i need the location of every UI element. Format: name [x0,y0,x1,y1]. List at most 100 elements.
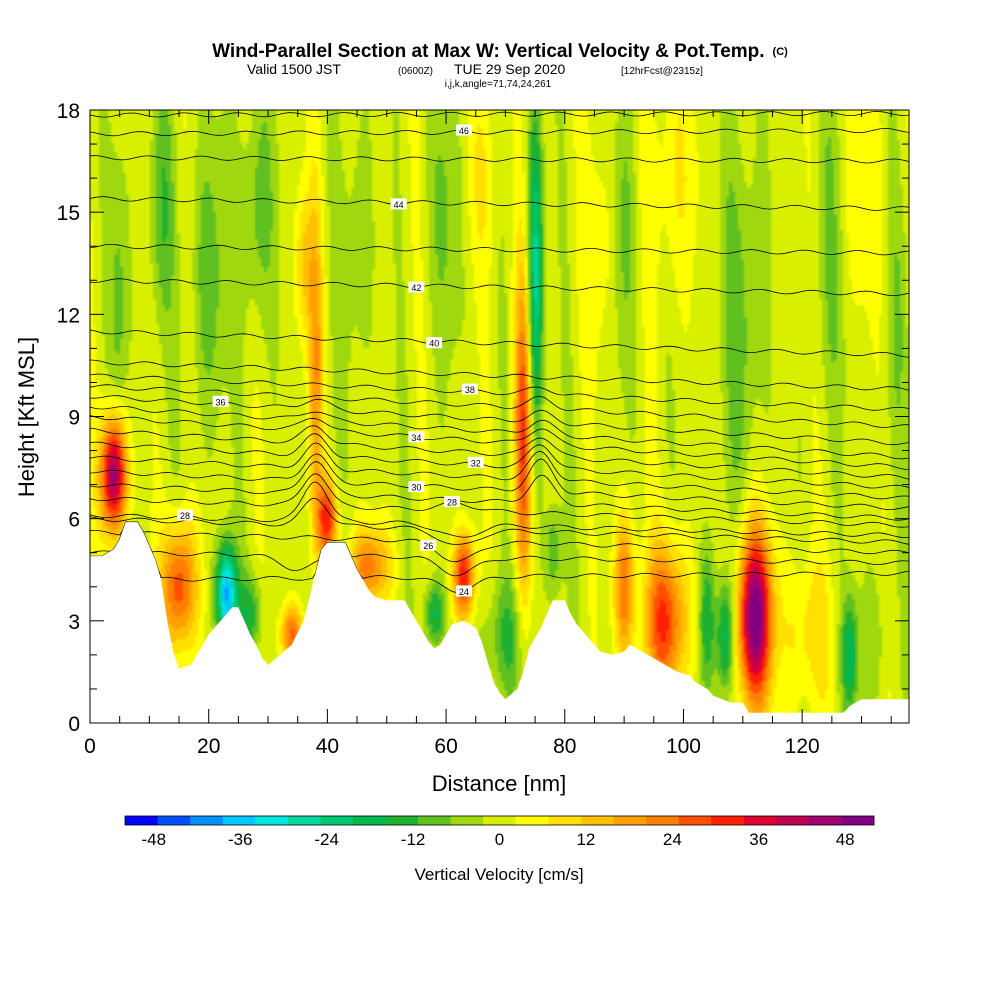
theta-contour-label-bg [408,481,425,493]
theta-contour-label-group: 44 [390,198,407,210]
theta-contour [90,415,909,470]
theta-contour-label: 42 [411,283,421,293]
theta-contour-label-bg [212,395,229,407]
theta-contour-label-group: 24 [455,585,472,597]
theta-contour [90,243,909,256]
colorbar-swatch [841,816,875,825]
x-tick-label: 40 [316,735,339,758]
chart-title: Wind-Parallel Section at Max W: Vertical… [212,41,764,62]
theta-contour-label-group: 40 [426,337,443,349]
theta-contour-label: 30 [411,483,421,493]
theta-contour-label-bg [455,124,472,136]
x-tick-label: 120 [785,735,820,758]
theta-contour-label: 40 [429,339,439,349]
y-tick-label: 0 [68,713,80,736]
colorbar-swatch [613,816,647,825]
theta-contour [90,497,909,545]
theta-contour [90,521,909,563]
theta-contour-label: 46 [459,126,469,136]
chart-subtitle-main: Valid 1500 JST [247,61,341,77]
theta-contour [90,155,909,164]
chart-subtitle-utc: (0600Z) [398,66,433,77]
theta-contour [90,453,909,510]
theta-contour [90,373,909,411]
chart-subtitle-fcst: [12hrFcst@2315z] [621,66,703,77]
theta-contour [90,196,909,211]
theta-contour-label-bg [467,456,484,468]
theta-contour-label: 44 [394,200,404,210]
theta-contour [90,442,909,500]
terrain-mask [90,522,909,723]
contour-label-layer: 24 26 28 28 30 32 34 36 38 40 42 44 46 [176,124,484,597]
colorbar-tick-label: -24 [314,830,339,849]
theta-contour [90,359,909,391]
y-tick-label: 9 [68,407,80,430]
y-tick-label: 15 [57,202,80,225]
colorbar-swatch [222,816,256,825]
colorbar-swatch [808,816,842,825]
x-tick-label: 80 [553,735,576,758]
colorbar-tick-label: 48 [836,830,855,849]
colorbar-swatch [776,816,810,825]
chart-title-mark: (C) [773,46,789,58]
x-tick-label: 60 [434,735,457,758]
colorbar-swatch [418,816,451,825]
y-tick-label: 18 [57,100,80,123]
x-tick-label: 20 [197,735,220,758]
colorbar-swatch [255,816,289,825]
theta-contour-label-bg [455,585,472,597]
colorbar-swatch [580,816,614,825]
theta-contour-label-bg [176,509,193,521]
colorbar-swatch [450,816,484,825]
colorbar-swatch [125,816,158,825]
colorbar-tick-label: -48 [142,830,167,849]
chart-subtitle-date: TUE 29 Sep 2020 [454,61,566,77]
theta-contour-label: 28 [447,498,457,508]
colorbar-swatch [711,816,745,825]
theta-contour-label-bg [408,281,425,293]
plot-area [90,110,909,723]
y-tick-label: 6 [68,509,80,532]
colorbar-tick-label: 24 [663,830,682,849]
theta-contour-label: 32 [471,458,481,468]
theta-contour [90,425,909,480]
y-tick-label: 12 [57,304,80,327]
y-tick-label: 3 [68,611,80,634]
theta-contour-label: 26 [423,541,433,551]
potential-temperature-contours [90,110,909,594]
colorbar-swatch [352,816,386,825]
colorbar-swatch [287,816,321,825]
colorbar-label: Vertical Velocity [cm/s] [414,865,583,884]
theta-contour [90,461,909,521]
theta-contour-label-group: 36 [212,395,229,407]
theta-contour-label-group: 42 [408,281,425,293]
x-tick-label: 0 [84,735,96,758]
colorbar-swatch [646,816,679,825]
theta-contour-label-group: 34 [408,431,425,443]
theta-contour-label-bg [426,337,443,349]
colorbar: -48 -36 -24 -12 0 12 24 36 48 [124,815,875,849]
x-tick-label: 100 [666,735,701,758]
x-axis-label: Distance [nm] [432,771,567,796]
colorbar-tick-label: -12 [401,830,426,849]
theta-contour-label-group: 28 [176,509,193,521]
theta-contour-label: 36 [216,397,226,407]
theta-contour [90,278,909,297]
theta-contour [90,521,909,594]
colorbar-swatch [190,816,223,825]
colorbar-swatch [385,816,419,825]
colorbar-swatch [157,816,191,825]
theta-contour-label: 28 [180,511,190,521]
colorbar-swatch [678,816,712,825]
theta-contour-label-group: 30 [408,481,425,493]
colorbar-swatch [483,816,517,825]
theta-contour-label-bg [408,431,425,443]
theta-contour-label-group: 32 [467,456,484,468]
theta-contour [90,329,909,358]
colorbar-tick-label: 36 [749,830,768,849]
colorbar-tick-label: 12 [576,830,595,849]
theta-contour [90,128,909,137]
theta-contour [90,433,909,489]
